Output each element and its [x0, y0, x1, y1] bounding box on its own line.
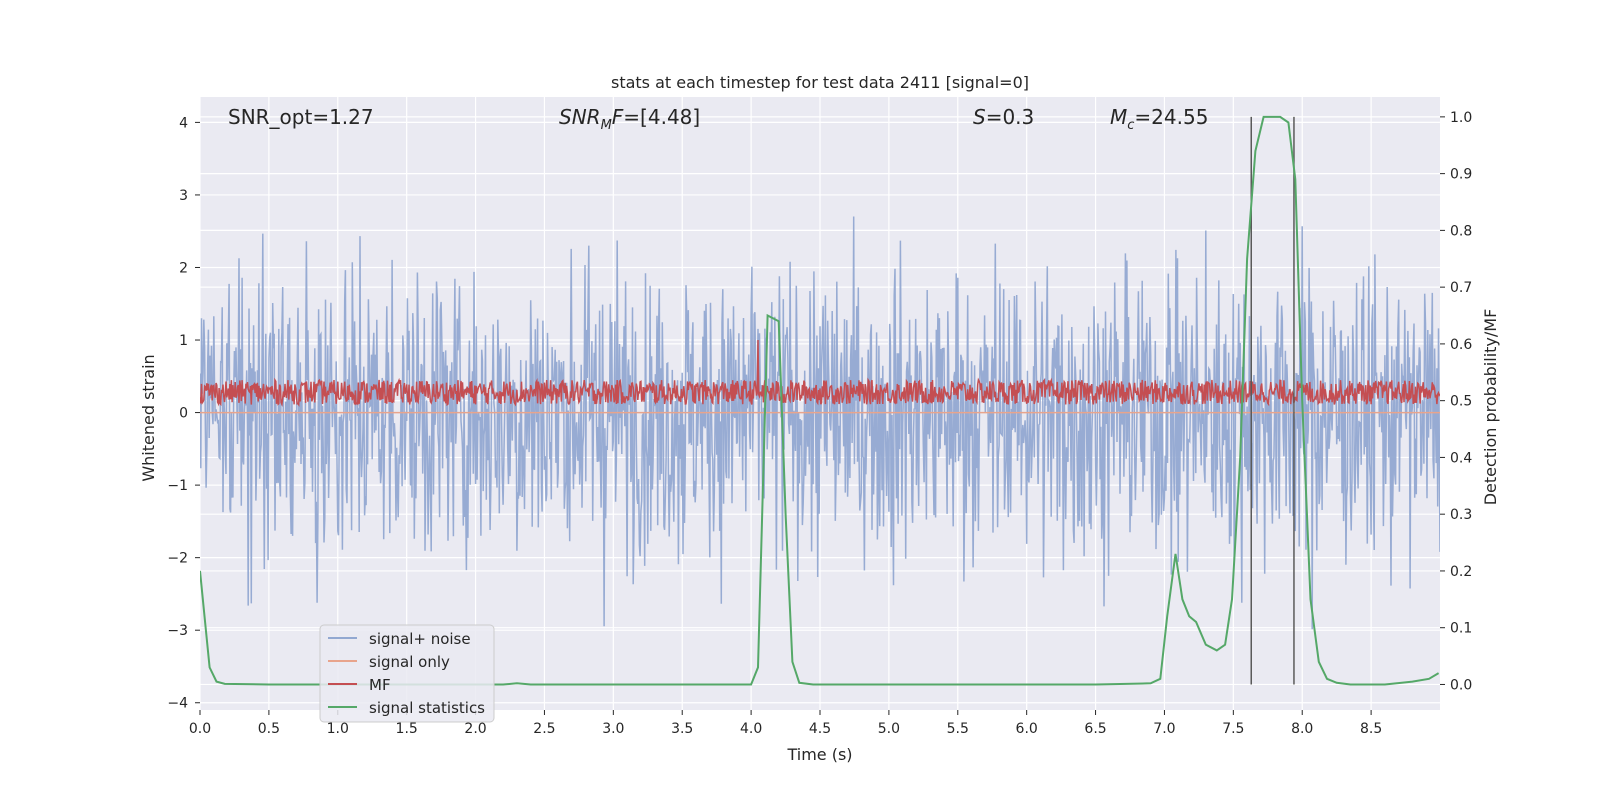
- y2-axis-label: Detection probability/MF: [1481, 309, 1500, 506]
- y-tick-label: 0: [179, 406, 188, 422]
- x-tick-label: 5.0: [878, 721, 900, 737]
- y2-tick-label: 1.0: [1450, 110, 1472, 126]
- x-tick-label: 6.5: [1084, 721, 1106, 737]
- legend-label-signal-only: signal only: [369, 653, 450, 671]
- x-tick-label: 5.5: [947, 721, 969, 737]
- y-tick-label: 2: [179, 260, 188, 276]
- y-tick-label: −1: [167, 478, 188, 494]
- x-tick-label: 2.5: [533, 721, 555, 737]
- x-tick-label: 1.0: [327, 721, 349, 737]
- y-tick-label: 4: [179, 115, 188, 131]
- annotation-snr-opt: SNR_opt=1.27: [228, 105, 374, 129]
- y2-tick-label: 0.6: [1450, 337, 1472, 353]
- annotation-snr-mf: SNRMF=[4.48]: [559, 105, 700, 133]
- y-tick-label: 1: [179, 333, 188, 349]
- y2-tick-label: 0.9: [1450, 167, 1472, 183]
- x-tick-label: 7.5: [1222, 721, 1244, 737]
- annotation-s: S=0.3: [973, 105, 1034, 129]
- y-tick-label: −4: [167, 696, 188, 712]
- chart-title: stats at each timestep for test data 241…: [611, 73, 1029, 92]
- y2-tick-label: 0.7: [1450, 280, 1472, 296]
- x-tick-label: 3.0: [602, 721, 624, 737]
- y2-tick-label: 0.0: [1450, 677, 1472, 693]
- legend-label-signal-noise: signal+ noise: [369, 630, 471, 648]
- series-signal-noise: [200, 216, 1440, 630]
- x-tick-label: 0.5: [258, 721, 280, 737]
- y2-tick-label: 0.8: [1450, 223, 1472, 239]
- y2-tick-label: 0.1: [1450, 621, 1472, 637]
- x-tick-label: 4.5: [809, 721, 831, 737]
- legend-box: [319, 624, 495, 723]
- y-tick-label: 3: [179, 188, 188, 204]
- x-tick-label: 7.0: [1153, 721, 1175, 737]
- annotation-mc: Mc=24.55: [1110, 105, 1208, 133]
- x-tick-label: 2.0: [464, 721, 486, 737]
- series-mf: [200, 339, 1440, 407]
- x-axis-label: Time (s): [786, 745, 852, 764]
- x-tick-label: 6.0: [1016, 721, 1038, 737]
- y2-tick-label: 0.4: [1450, 450, 1472, 466]
- x-tick-label: 0.0: [189, 721, 211, 737]
- x-tick-label: 8.0: [1291, 721, 1313, 737]
- y-axis-ticks: 4 3 2 1 0 −1 −2 −3 −4: [167, 115, 200, 712]
- x-tick-label: 4.0: [740, 721, 762, 737]
- legend-label-signal-statistics: signal statistics: [369, 699, 485, 717]
- y2-tick-label: 0.2: [1450, 564, 1472, 580]
- x-axis-ticks: 0.0 0.5 1.0 1.5 2.0 2.5 3.0 3.5 4.0 4.5 5.0 5.5 6.0 6…: [189, 710, 1382, 737]
- y-tick-label: −3: [167, 623, 188, 639]
- y2-axis-ticks: 1.0 0.9 0.8 0.7 0.6 0.5 0.4 0.3 0.2 0.1 0.0: [1440, 110, 1472, 693]
- x-tick-label: 1.5: [396, 721, 418, 737]
- plot-series: [200, 115, 1440, 686]
- y-tick-label: −2: [167, 551, 188, 567]
- y2-tick-label: 0.3: [1450, 507, 1472, 523]
- series-signal-statistics: [200, 115, 1440, 686]
- x-tick-label: 3.5: [671, 721, 693, 737]
- y2-tick-label: 0.5: [1450, 394, 1472, 410]
- x-tick-label: 8.5: [1360, 721, 1382, 737]
- legend: signal+ noise signal only MF signal stat…: [319, 624, 495, 723]
- legend-label-mf: MF: [369, 676, 391, 694]
- y-axis-label: Whitened strain: [139, 354, 158, 481]
